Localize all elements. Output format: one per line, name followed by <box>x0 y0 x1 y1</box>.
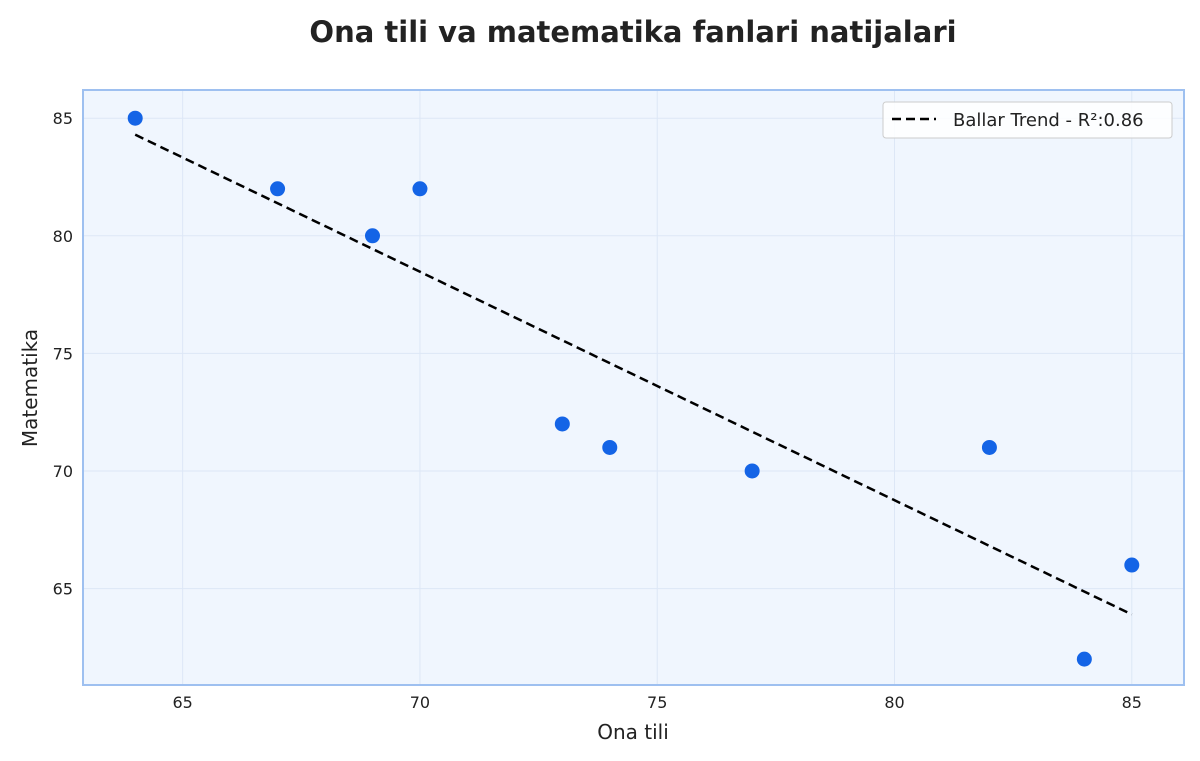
plot-area <box>83 90 1184 685</box>
tick-labels: 65 70 75 80 85 65 70 75 80 85 <box>53 109 1142 712</box>
x-tick-label: 70 <box>410 693 430 712</box>
y-axis-label: Matematika <box>18 329 42 447</box>
scatter-point <box>554 416 570 432</box>
x-tick-label: 65 <box>172 693 192 712</box>
scatter-point <box>270 181 286 197</box>
y-tick-label: 65 <box>53 580 73 599</box>
legend: Ballar Trend - R²:0.86 <box>882 101 1173 139</box>
trend-line <box>134 133 1133 616</box>
x-axis-label: Ona tili <box>597 720 669 744</box>
scatter-point <box>744 463 760 479</box>
legend-box <box>882 101 1173 139</box>
plot-border <box>82 89 1185 686</box>
legend-label-trend: Ballar Trend - R²:0.86 <box>953 110 1144 131</box>
scatter-point <box>1076 651 1092 667</box>
scatter-point <box>127 110 143 126</box>
scatter-point <box>364 228 380 244</box>
scatter-point <box>1124 557 1140 573</box>
x-tick-label: 80 <box>884 693 904 712</box>
y-tick-label: 85 <box>53 109 73 128</box>
scatter-point <box>981 439 997 455</box>
scatter-points <box>127 110 1140 667</box>
y-tick-label: 80 <box>53 227 73 246</box>
trend-line-group <box>134 133 1133 616</box>
scatter-point <box>602 439 618 455</box>
x-tick-label: 85 <box>1122 693 1142 712</box>
y-tick-label: 70 <box>53 462 73 481</box>
chart-title: Ona tili va matematika fanlari natijalar… <box>309 15 956 49</box>
y-tick-label: 75 <box>53 344 73 363</box>
scatter-point <box>412 181 428 197</box>
x-tick-label: 75 <box>647 693 667 712</box>
